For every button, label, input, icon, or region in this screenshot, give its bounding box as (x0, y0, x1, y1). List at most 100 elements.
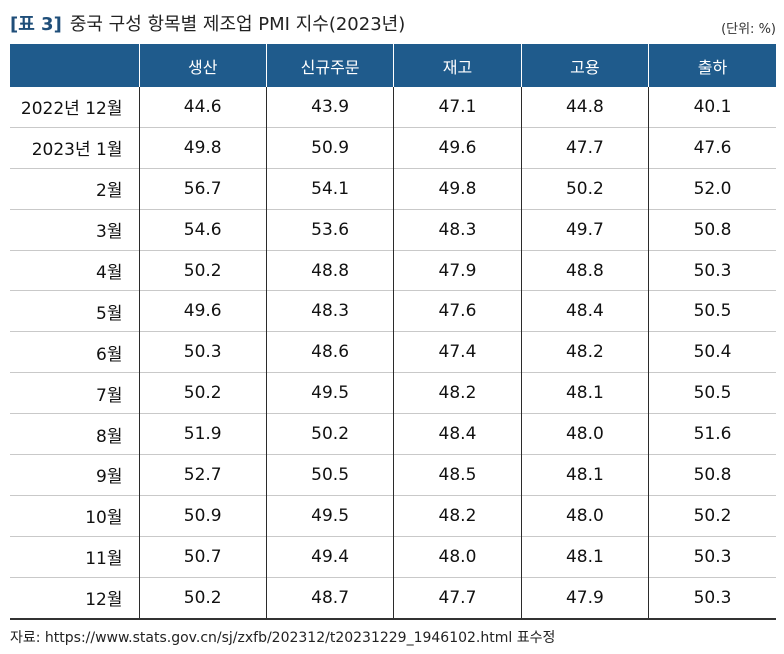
table-row: 2월 56.7 54.1 49.8 50.2 52.0 (10, 167, 776, 210)
table-row: 4월 50.2 48.8 47.9 48.8 50.3 (10, 249, 776, 291)
table-cell: 48.1 (520, 454, 649, 496)
pmi-table: 생산 신규주문 재고 고용 출하 2022년 12월 44.6 43.9 47.1 44… (10, 44, 776, 620)
table-row: 9월 52.7 50.5 48.5 48.1 50.8 (10, 454, 776, 496)
table-cell: 50.2 (138, 372, 267, 414)
header-inventory: 재고 (393, 44, 522, 87)
row-label: 2022년 12월 (20, 99, 123, 120)
title-row: [표 3] 중국 구성 항목별 제조업 PMI 지수(2023년) (단위: %) (10, 8, 776, 38)
table-cell: 50.3 (138, 331, 267, 373)
table-cell: 47.1 (393, 87, 522, 128)
unit-note: (단위: %) (721, 22, 776, 37)
table-row: 2023년 1월 49.8 50.9 49.6 47.7 47.6 (10, 126, 776, 169)
table-cell: 48.3 (265, 290, 394, 332)
source-note: 자료: https://www.stats.gov.cn/sj/zxfb/202… (10, 630, 556, 646)
row-label: 2월 (10, 167, 139, 210)
table-cell: 48.1 (520, 372, 649, 414)
table-cell: 48.0 (393, 535, 522, 578)
table-cell: 49.6 (138, 290, 267, 332)
table-cell: 49.8 (393, 167, 522, 210)
table-cell: 48.2 (393, 494, 522, 537)
table-title-text: 중국 구성 항목별 제조업 PMI 지수(2023년) (69, 14, 406, 35)
table-cell: 50.9 (265, 126, 394, 169)
table-cell: 50.2 (520, 167, 649, 210)
table-row: 10월 50.9 49.5 48.2 48.0 50.2 (10, 494, 776, 537)
table-cell: 50.5 (648, 290, 776, 332)
table-cell: 50.2 (138, 576, 267, 620)
row-label: 3월 (10, 208, 139, 251)
table-cell: 48.8 (265, 249, 394, 291)
table-cell: 48.0 (520, 494, 649, 537)
row-label: 11월 (10, 535, 139, 578)
row-label: 2023년 1월 (10, 126, 139, 169)
table-cell: 49.5 (265, 494, 394, 537)
table-cell: 50.8 (648, 454, 776, 496)
table-cell: 48.5 (393, 454, 522, 496)
row-label: 8월 (10, 413, 139, 455)
table-cell: 50.4 (648, 331, 776, 373)
table-cell: 50.7 (138, 535, 267, 578)
header-employment: 고용 (520, 44, 649, 87)
table-cell: 43.9 (265, 87, 394, 128)
table-cell: 56.7 (138, 167, 267, 210)
table-cell: 44.6 (138, 87, 267, 128)
table-cell: 53.6 (265, 208, 394, 251)
table-cell: 40.1 (648, 87, 776, 128)
table-cell: 48.2 (520, 331, 649, 373)
table-title: [표 3] 중국 구성 항목별 제조업 PMI 지수(2023년) (10, 10, 405, 36)
table-row: 6월 50.3 48.6 47.4 48.2 50.4 (10, 331, 776, 373)
row-label: 5월 (10, 290, 139, 332)
table-cell: 49.6 (393, 126, 522, 169)
table-row: 12월 50.2 48.7 47.7 47.9 50.3 (10, 576, 776, 620)
table-cell: 47.6 (648, 126, 776, 169)
table-cell: 50.2 (648, 494, 776, 537)
table-cell: 49.7 (520, 208, 649, 251)
table-cell: 54.6 (138, 208, 267, 251)
table-cell: 48.4 (393, 413, 522, 455)
table-cell: 48.4 (520, 290, 649, 332)
table-cell: 48.6 (265, 331, 394, 373)
table-cell: 50.5 (648, 372, 776, 414)
table-cell: 48.3 (393, 208, 522, 251)
table-cell: 50.3 (648, 576, 776, 620)
table-cell: 48.0 (520, 413, 649, 455)
table-row: 2022년 12월 44.6 43.9 47.1 44.8 40.1 (10, 87, 776, 128)
table-cell: 50.2 (138, 249, 267, 291)
table-cell: 54.1 (265, 167, 394, 210)
row-label: 4월 (10, 249, 139, 291)
table-cell: 50.9 (138, 494, 267, 537)
table-cell: 50.3 (648, 535, 776, 578)
table-cell: 47.9 (520, 576, 649, 620)
table-cell: 49.5 (265, 372, 394, 414)
table-cell: 52.7 (138, 454, 267, 496)
table-cell: 50.3 (648, 249, 776, 291)
table-cell: 50.2 (265, 413, 394, 455)
row-label: 10월 (10, 494, 139, 537)
table-cell: 47.7 (393, 576, 522, 620)
row-label: 9월 (10, 454, 139, 496)
table-cell: 50.5 (265, 454, 394, 496)
table-cell: 47.9 (393, 249, 522, 291)
header-delivery: 출하 (648, 44, 776, 87)
table-cell: 49.4 (265, 535, 394, 578)
row-label: 7월 (10, 372, 139, 414)
table-cell: 48.8 (520, 249, 649, 291)
table-cell: 50.8 (648, 208, 776, 251)
table-cell: 48.7 (265, 576, 394, 620)
table-cell: 52.0 (648, 167, 776, 210)
table-cell: 51.9 (138, 413, 267, 455)
table-cell: 47.6 (393, 290, 522, 332)
table-cell: 48.2 (393, 372, 522, 414)
header-new-orders: 신규주문 (265, 44, 394, 87)
table-row: 7월 50.2 49.5 48.2 48.1 50.5 (10, 372, 776, 414)
table-cell: 44.8 (520, 87, 649, 128)
table-row: 5월 49.6 48.3 47.6 48.4 50.5 (10, 290, 776, 332)
table-number: [표 3] (10, 14, 62, 35)
table-cell: 47.4 (393, 331, 522, 373)
table-cell: 49.8 (138, 126, 267, 169)
header-production: 생산 (138, 44, 267, 87)
table-cell: 48.1 (520, 535, 649, 578)
row-label: 12월 (10, 576, 139, 620)
table-cell: 47.7 (520, 126, 649, 169)
table-row: 8월 51.9 50.2 48.4 48.0 51.6 (10, 413, 776, 455)
table-row: 11월 50.7 49.4 48.0 48.1 50.3 (10, 535, 776, 578)
